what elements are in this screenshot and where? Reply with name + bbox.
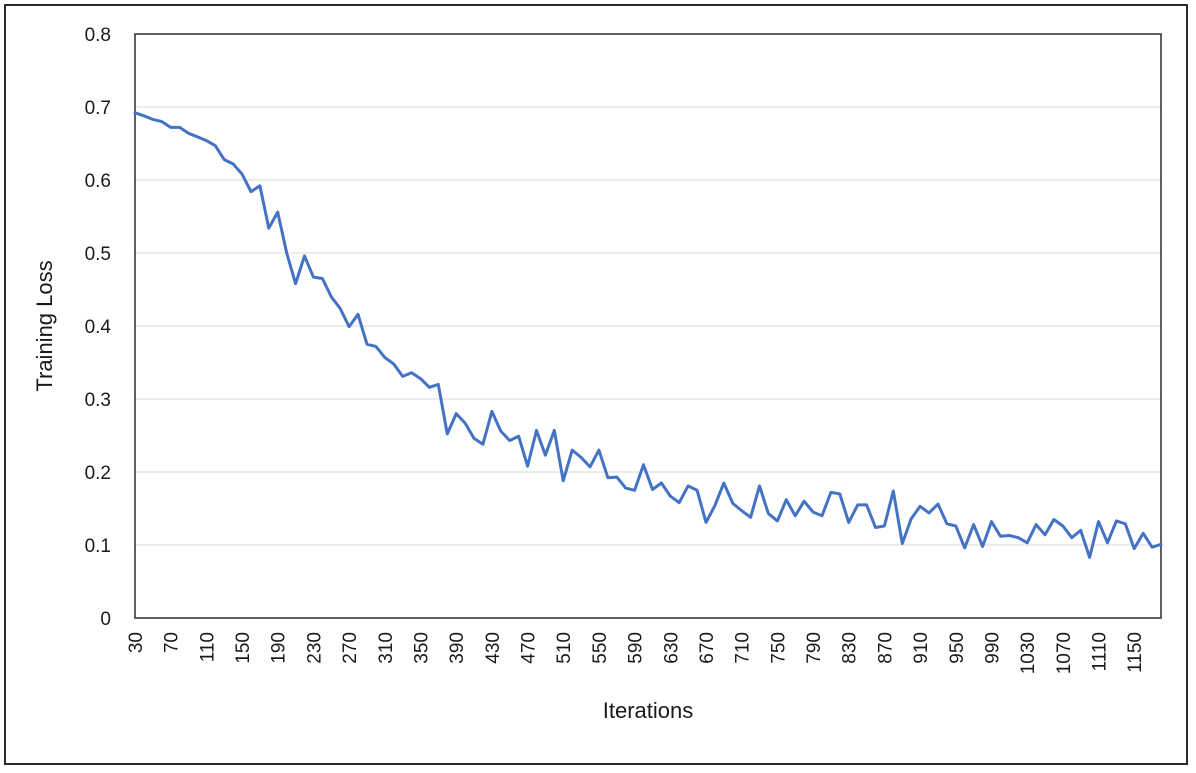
- gridlines: [135, 33, 1161, 546]
- y-axis-title: Training Loss: [32, 260, 57, 391]
- y-tick-label: 0.1: [85, 536, 111, 557]
- x-tick-label: 750: [768, 632, 789, 664]
- y-tick-label: 0.2: [85, 463, 111, 484]
- x-axis-title: Iterations: [603, 698, 694, 723]
- x-tick-label: 950: [947, 632, 968, 664]
- x-tick-label: 1070: [1054, 632, 1075, 674]
- x-tick-label: 1030: [1018, 632, 1039, 674]
- x-tick-label: 350: [411, 632, 432, 664]
- x-tick-label: 430: [483, 632, 504, 664]
- x-tick-label: 790: [804, 632, 825, 664]
- x-tick-label: 710: [733, 632, 754, 664]
- x-tick-label: 1150: [1125, 632, 1146, 673]
- chart-frame: [4, 4, 1188, 765]
- x-tick-label: 830: [840, 632, 861, 664]
- x-tick-label: 390: [447, 632, 468, 664]
- x-tick-label: 270: [340, 632, 361, 664]
- x-tick-label: 870: [875, 632, 896, 664]
- y-axis-ticks: 0 0.1 0.2 0.3 0.4 0.5 0.6 0.7 0.8: [85, 25, 112, 630]
- x-tick-label: 230: [304, 632, 325, 664]
- y-tick-label: 0.3: [85, 390, 111, 411]
- x-tick-label: 670: [697, 632, 718, 664]
- x-tick-label: 30: [126, 632, 147, 653]
- x-tick-label: 990: [982, 632, 1003, 664]
- y-tick-label: 0.7: [85, 98, 111, 119]
- x-tick-label: 630: [661, 632, 682, 664]
- x-tick-label: 150: [233, 632, 254, 664]
- x-tick-label: 1110: [1090, 632, 1111, 671]
- y-tick-label: 0.4: [85, 317, 112, 338]
- x-tick-label: 190: [269, 632, 290, 664]
- x-tick-label: 910: [911, 632, 932, 664]
- y-tick-label: 0.6: [85, 171, 111, 192]
- x-tick-label: 70: [162, 632, 183, 653]
- plot-area: [134, 33, 1162, 619]
- y-tick-label: 0.5: [85, 244, 111, 265]
- x-tick-label: 510: [554, 632, 575, 664]
- x-tick-label: 470: [519, 632, 540, 664]
- x-tick-label: 590: [626, 632, 647, 664]
- y-tick-label: 0.8: [85, 25, 111, 46]
- x-axis-ticks: 30 70 110 150 190 230 270 310 350 390 430 470 510 550…: [126, 632, 1146, 674]
- x-tick-label: 110: [197, 632, 218, 662]
- series-line-training-loss: [133, 111, 1163, 559]
- x-tick-label: 310: [376, 632, 397, 664]
- x-tick-label: 550: [590, 632, 611, 664]
- y-tick-label: 0: [100, 609, 111, 630]
